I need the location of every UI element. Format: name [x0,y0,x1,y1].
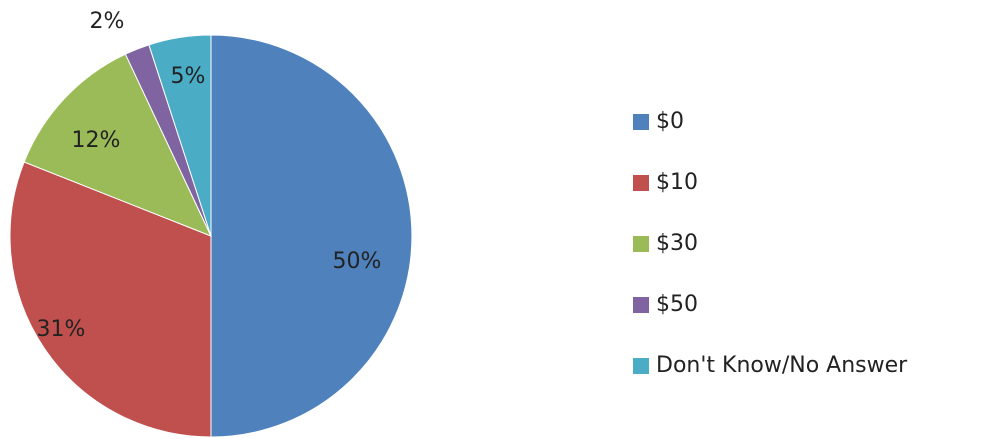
pie-slice-4 [148,34,212,237]
pie-slice-1 [9,161,212,438]
legend-label-3: $50 [656,292,698,317]
data-label-1: 31% [37,317,86,342]
pie-slice-0 [210,34,413,438]
legend-swatch-4 [633,357,649,374]
legend-swatch-0 [633,113,649,130]
legend-label-4: Don't Know/No Answer [656,353,908,378]
legend-swatch-1 [633,174,649,191]
data-label-0: 50% [333,249,382,274]
legend-label-2: $30 [656,231,698,256]
legend-item-0: $0 [633,91,983,152]
legend-swatch-2 [633,235,649,252]
data-label-3: 2% [90,9,125,34]
legend-label-1: $10 [656,170,698,195]
legend: $0 $10 $30 $50 Don't Know/No Answer [633,91,983,396]
data-label-2: 12% [72,128,121,153]
pie-slice-2 [23,53,212,237]
legend-item-2: $30 [633,213,983,274]
legend-item-3: $50 [633,274,983,335]
legend-label-0: $0 [656,109,684,134]
legend-swatch-3 [633,296,649,313]
legend-item-4: Don't Know/No Answer [633,335,983,396]
legend-item-1: $10 [633,152,983,213]
data-label-4: 5% [171,64,206,89]
